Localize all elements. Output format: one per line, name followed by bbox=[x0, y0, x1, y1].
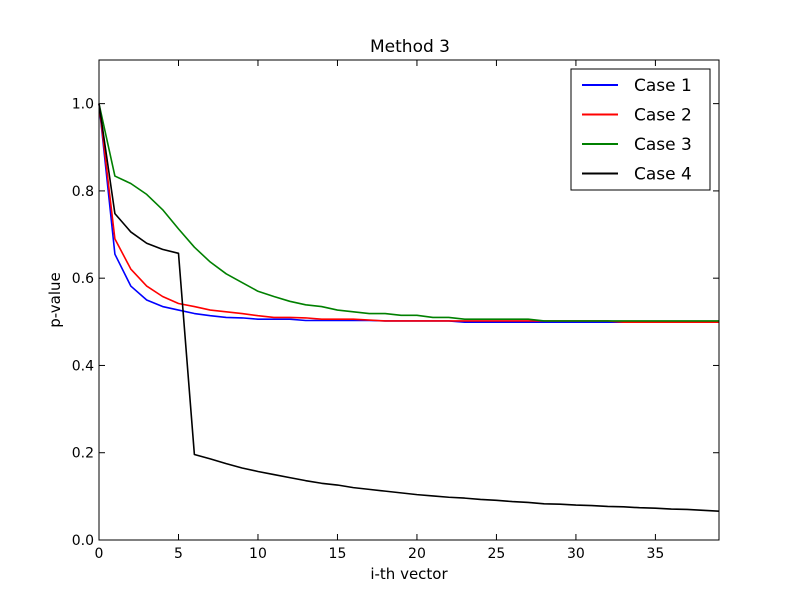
y-tick-label: 0.8 bbox=[72, 184, 94, 200]
x-tick-label: 30 bbox=[567, 546, 585, 562]
y-tick-label: 0.0 bbox=[72, 533, 94, 549]
x-tick-label: 35 bbox=[646, 546, 664, 562]
legend-label-2: Case 2 bbox=[634, 106, 692, 126]
x-tick-label: 5 bbox=[174, 546, 183, 562]
x-axis-label: i-th vector bbox=[370, 565, 448, 583]
chart-title: Method 3 bbox=[370, 37, 450, 57]
x-tick-label: 15 bbox=[329, 546, 347, 562]
y-tick-label: 0.2 bbox=[72, 446, 94, 462]
legend-box bbox=[570, 68, 711, 191]
x-tick-label: 20 bbox=[408, 546, 426, 562]
legend-label-3: Case 3 bbox=[634, 135, 692, 155]
x-tick-label: 25 bbox=[488, 546, 506, 562]
x-tick-label: 0 bbox=[95, 546, 104, 562]
series-line-3 bbox=[98, 103, 719, 322]
plot-frame bbox=[98, 59, 720, 541]
y-tick-label: 1.0 bbox=[72, 97, 94, 113]
series-layer bbox=[98, 103, 720, 512]
legend: Case 1 Case 2 Case 3 Case 4 bbox=[570, 68, 711, 191]
x-tick-label: 10 bbox=[249, 546, 267, 562]
legend-label-4: Case 4 bbox=[634, 165, 692, 185]
y-axis-label: p-value bbox=[46, 272, 64, 328]
y-tick-label: 0.4 bbox=[72, 358, 94, 374]
tick-layer: 0 5 10 15 20 25 30 35 0.0 0.2 0.4 0.6 0.8 1.0 bbox=[72, 60, 719, 562]
series-line-4 bbox=[98, 103, 720, 512]
legend-label-1: Case 1 bbox=[634, 76, 692, 96]
y-tick-label: 0.6 bbox=[72, 271, 94, 287]
